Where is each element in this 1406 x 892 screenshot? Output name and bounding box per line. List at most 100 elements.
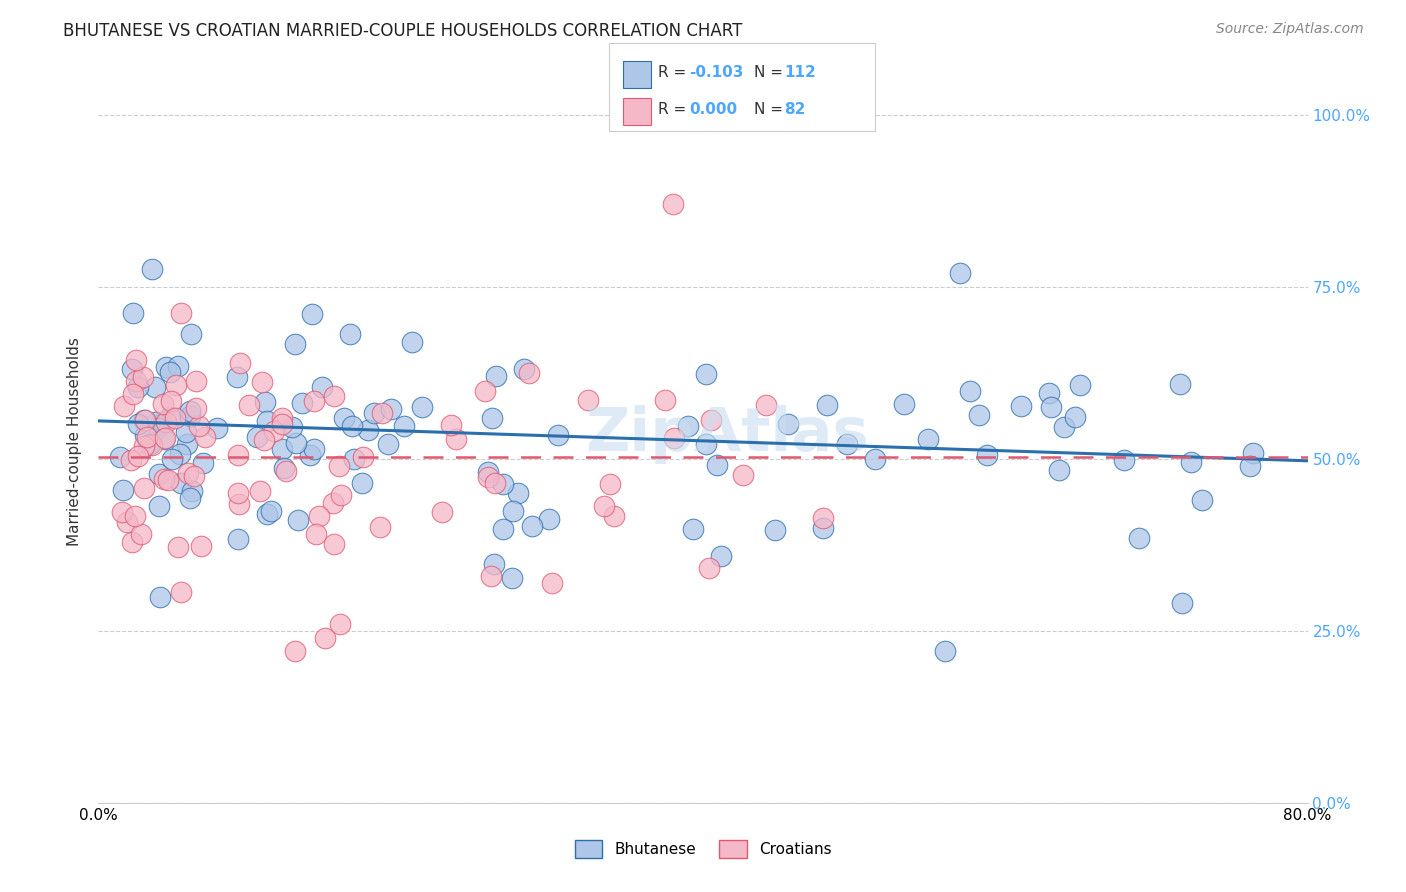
Point [170,585,193,599]
Point [149,590,172,604]
Point [676,419,699,434]
Point [124,509,146,524]
Point [246,430,269,444]
Point [352,450,374,465]
Point [1052,420,1074,434]
Point [139,437,162,451]
Point [501,571,523,585]
Point [1010,399,1032,413]
Point [134,412,156,426]
Point [593,500,616,514]
Point [163,410,186,425]
Point [145,415,167,429]
Point [169,475,191,490]
Point [263,424,285,438]
Point [226,486,249,500]
Point [129,527,152,541]
Point [339,326,361,341]
Point [136,438,159,452]
Point [253,433,276,447]
Point [377,437,399,451]
Point [177,467,200,481]
Point [392,418,415,433]
Point [837,437,859,451]
Point [444,432,467,446]
Point [695,437,717,451]
Point [148,417,170,432]
Point [934,644,956,658]
Point [661,197,683,211]
Point [112,483,135,497]
Point [169,447,191,461]
Point [976,448,998,462]
Point [287,513,309,527]
Text: N =: N = [754,65,787,80]
Point [1069,378,1091,392]
Point [1180,455,1202,469]
Point [122,387,145,401]
Point [132,481,155,495]
Point [302,393,325,408]
Point [120,453,142,467]
Point [314,631,336,645]
Point [159,410,181,425]
Point [1064,410,1087,425]
Point [153,431,176,445]
Point [517,366,540,380]
Point [153,432,176,446]
Text: N =: N = [754,102,787,117]
Point [350,475,373,490]
Point [1049,462,1071,476]
Point [484,476,506,491]
Point [959,384,981,399]
Point [763,523,786,537]
Point [121,361,143,376]
Point [440,418,463,433]
Point [1168,377,1191,392]
Point [1112,453,1135,467]
Point [363,406,385,420]
Point [1038,386,1060,401]
Point [174,425,197,439]
Point [1170,596,1192,610]
Point [815,398,838,412]
Point [329,616,352,631]
Point [127,449,149,463]
Point [281,420,304,434]
Point [159,365,181,379]
Point [127,380,149,394]
Point [141,438,163,452]
Point [863,451,886,466]
Point [305,527,328,541]
Point [155,415,177,429]
Point [179,491,201,506]
Point [695,367,717,381]
Point [477,465,499,479]
Text: R =: R = [658,65,692,80]
Point [1128,531,1150,545]
Point [967,408,990,422]
Point [492,477,515,491]
Point [226,448,249,462]
Point [111,504,134,518]
Point [328,459,350,474]
Point [302,442,325,457]
Point [1040,400,1063,414]
Point [370,406,392,420]
Point [811,510,834,524]
Point [271,411,294,425]
Point [537,512,560,526]
Point [180,483,202,498]
Point [1191,493,1213,508]
Point [256,507,278,521]
Point [170,306,193,320]
Point [291,396,314,410]
Point [284,644,307,658]
Y-axis label: Married-couple Households: Married-couple Households [67,337,83,546]
Point [322,537,344,551]
Point [132,413,155,427]
Point [157,473,180,487]
Point [540,575,562,590]
Point [270,417,292,432]
Point [226,532,249,546]
